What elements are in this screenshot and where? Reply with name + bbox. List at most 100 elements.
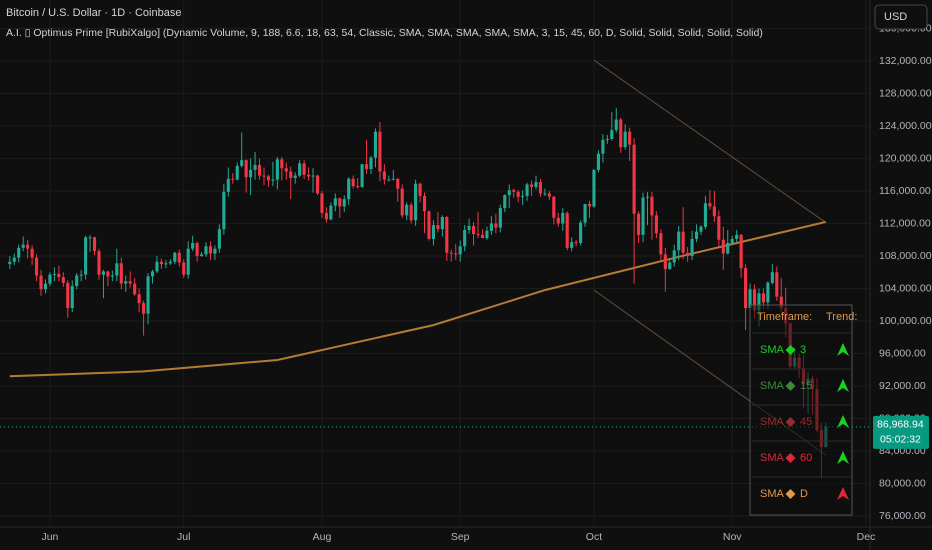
candle-body bbox=[204, 246, 208, 255]
trend-arrow bbox=[837, 379, 849, 392]
candle-body bbox=[396, 178, 400, 189]
candle-body bbox=[489, 223, 493, 231]
candle-body bbox=[88, 237, 92, 239]
candle-body bbox=[79, 274, 83, 276]
candle-body bbox=[690, 238, 694, 257]
candle-body bbox=[717, 216, 721, 240]
candle-body bbox=[12, 257, 16, 262]
x-tick-label: Aug bbox=[313, 531, 332, 543]
candle-body bbox=[637, 213, 641, 235]
candle-body bbox=[324, 212, 328, 220]
candle-body bbox=[150, 271, 155, 277]
candle-body bbox=[57, 273, 61, 278]
table-diamond bbox=[785, 381, 796, 391]
candle-body bbox=[364, 164, 369, 170]
table-ma: SMA bbox=[760, 344, 785, 356]
candle-body bbox=[735, 234, 739, 239]
candle-body bbox=[133, 283, 137, 295]
candle-body bbox=[8, 261, 12, 265]
candle-body bbox=[619, 119, 623, 148]
y-tick-label: 104,000.00 bbox=[879, 282, 932, 294]
candle-body bbox=[298, 163, 302, 176]
candle-body bbox=[311, 175, 315, 177]
candle-body bbox=[333, 198, 337, 206]
candle-body bbox=[106, 271, 110, 277]
candle-body bbox=[712, 206, 716, 217]
table-period: D bbox=[800, 488, 808, 500]
candle-body bbox=[191, 243, 195, 249]
candle-body bbox=[601, 139, 605, 154]
candle-body bbox=[757, 293, 761, 311]
candle-body bbox=[436, 225, 440, 230]
candle-body bbox=[222, 191, 226, 230]
candle-body bbox=[262, 175, 266, 177]
candle-body bbox=[177, 252, 181, 263]
trend-arrow bbox=[837, 487, 849, 500]
y-tick-label: 96,000.00 bbox=[879, 347, 926, 359]
candle-body bbox=[494, 223, 498, 228]
candle-body bbox=[159, 261, 163, 265]
candle-body bbox=[97, 251, 101, 275]
candle-body bbox=[454, 253, 458, 255]
candle-body bbox=[752, 289, 757, 311]
table-period: 60 bbox=[800, 452, 812, 464]
candle-body bbox=[730, 238, 734, 244]
candle-body bbox=[199, 254, 204, 257]
table-period: 15 bbox=[800, 380, 812, 392]
candle-body bbox=[672, 250, 676, 263]
y-tick-label: 92,000.00 bbox=[879, 380, 926, 392]
candle-body bbox=[659, 233, 663, 255]
x-tick-label: Jul bbox=[177, 531, 190, 543]
candle-body bbox=[195, 243, 199, 257]
table-ma: SMA bbox=[760, 452, 785, 464]
candle-body bbox=[244, 160, 248, 178]
candle-body bbox=[115, 263, 119, 276]
candle-body bbox=[770, 272, 774, 283]
candle-body bbox=[124, 281, 128, 284]
candle-body bbox=[766, 282, 770, 303]
candle-body bbox=[66, 282, 70, 309]
candle-body bbox=[445, 217, 449, 253]
candle-body bbox=[186, 248, 190, 275]
candle-body bbox=[779, 296, 783, 309]
candle-body bbox=[338, 198, 342, 207]
candle-body bbox=[592, 169, 596, 207]
last-price-label: 86,968.94 bbox=[877, 419, 924, 431]
candle-body bbox=[579, 222, 583, 244]
x-tick-label: Dec bbox=[857, 531, 876, 543]
candle-body bbox=[458, 246, 462, 255]
candle-body bbox=[75, 275, 79, 287]
candle-body bbox=[516, 191, 520, 197]
candle-body bbox=[677, 231, 681, 251]
candle-body bbox=[650, 196, 654, 216]
trend-table bbox=[749, 304, 853, 516]
trend-arrow bbox=[837, 451, 849, 464]
candle-body bbox=[84, 237, 88, 275]
candle-body bbox=[405, 204, 409, 216]
candle-body bbox=[253, 165, 257, 170]
candle-body bbox=[173, 252, 177, 262]
candle-body bbox=[708, 203, 712, 207]
candle-body bbox=[26, 244, 30, 249]
candle-body bbox=[525, 184, 529, 196]
candle-body bbox=[52, 273, 56, 275]
candle-body bbox=[556, 217, 560, 224]
candle-body bbox=[744, 268, 748, 309]
candle-body bbox=[775, 272, 779, 297]
candle-body bbox=[663, 254, 667, 270]
candle-body bbox=[507, 190, 511, 196]
candle-body bbox=[39, 275, 43, 290]
candle-body bbox=[378, 131, 382, 172]
candle-body bbox=[17, 247, 21, 258]
candle-body bbox=[605, 139, 609, 141]
candle-body bbox=[235, 165, 239, 180]
candle-body bbox=[315, 175, 320, 194]
candle-body bbox=[101, 271, 106, 275]
candle-body bbox=[512, 190, 516, 192]
currency-button[interactable] bbox=[874, 4, 928, 30]
trend-arrow bbox=[837, 343, 849, 356]
candle-body bbox=[467, 225, 471, 231]
candle-body bbox=[168, 261, 172, 264]
candle-body bbox=[485, 230, 489, 239]
candle-body bbox=[614, 119, 618, 131]
